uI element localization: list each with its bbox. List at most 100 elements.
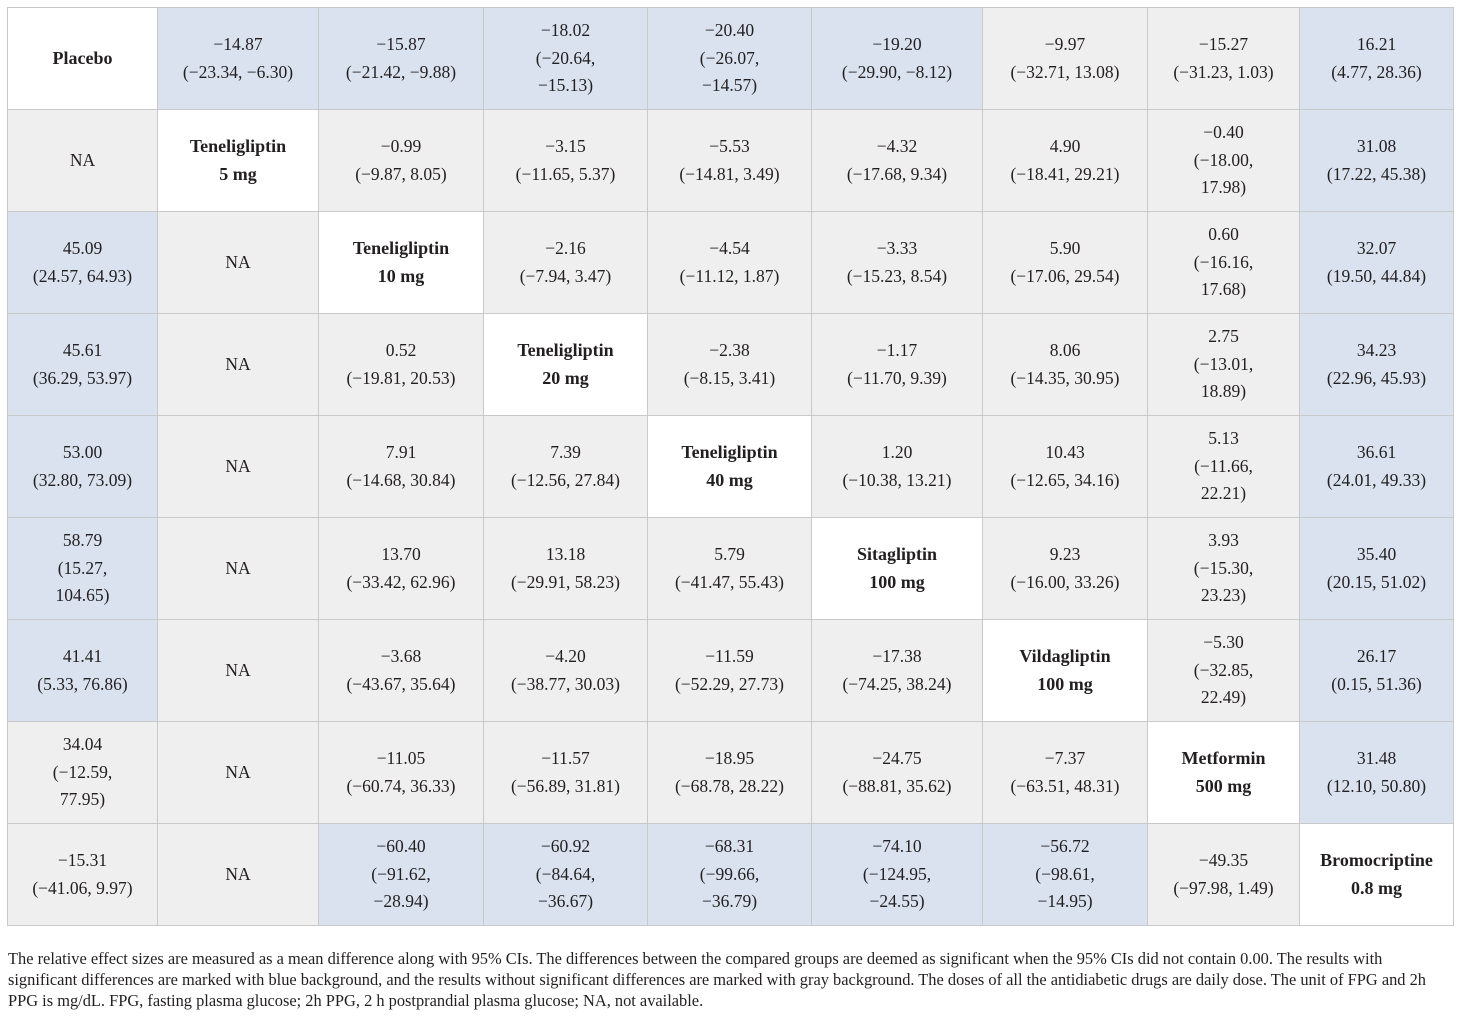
cell-line: −36.67)	[537, 891, 594, 912]
cell-line: (−29.91, 58.23)	[510, 571, 621, 592]
table-cell: −60.40 (−91.62, −28.94)	[318, 823, 484, 926]
table-cell: NA	[157, 619, 319, 722]
cell-line: 41.41	[62, 646, 103, 666]
cell-line: (−33.42, 62.96)	[346, 571, 456, 592]
table-footnote: The relative effect sizes are measured a…	[8, 949, 1426, 1010]
cell-line: (−98.61,	[1035, 863, 1095, 884]
cell-line: −74.10	[872, 836, 922, 857]
treatment-label-cell: Bromocriptine 0.8 mg	[1299, 823, 1454, 926]
cell-line: 0.52	[385, 340, 417, 360]
cell-line: (−20.64,	[535, 47, 596, 68]
cell-line: NA	[225, 863, 251, 884]
cell-line: (−60.74, 36.33)	[346, 775, 456, 796]
cell-line: 10 mg	[377, 265, 425, 286]
cell-line: 32.07	[1356, 238, 1397, 258]
cell-line: (22.96, 45.93)	[1326, 367, 1427, 388]
cell-line: (5.33, 76.86)	[37, 673, 128, 694]
cell-line: 23.23)	[1200, 585, 1247, 606]
cell-line: 34.23	[1356, 340, 1397, 360]
table-cell: 45.09 (24.57, 64.93)	[7, 211, 158, 314]
table-cell: −3.15 (−11.65, 5.37)	[483, 109, 648, 212]
cell-line: 31.08	[1356, 136, 1397, 156]
cell-line: (−12.59,	[52, 761, 113, 782]
cell-line: Placebo	[52, 47, 113, 68]
cell-line: (17.22, 45.38)	[1326, 163, 1427, 184]
cell-line: (−15.23, 8.54)	[846, 265, 948, 286]
table-cell: 5.13 (−11.66, 22.21)	[1147, 415, 1300, 518]
table-row: 53.00 (32.80, 73.09) NA 7.91 (−14.68, 30.84)…	[7, 415, 1454, 518]
cell-line: 34.04	[62, 734, 103, 755]
table-cell: −11.05 (−60.74, 36.33)	[318, 721, 484, 824]
treatment-label-cell: Vildagliptin 100 mg	[982, 619, 1148, 722]
treatment-label-cell: Teneligliptin 5 mg	[157, 109, 319, 212]
cell-line: 22.21)	[1200, 483, 1247, 504]
cell-line: (−19.81, 20.53)	[346, 367, 456, 388]
cell-line: NA	[225, 353, 251, 374]
cell-line: −17.38	[872, 646, 922, 666]
cell-line: 100 mg	[869, 571, 925, 592]
cell-line: 3.93	[1208, 530, 1239, 551]
table-cell: −5.30 (−32.85, 22.49)	[1147, 619, 1300, 722]
cell-line: 17.68)	[1200, 279, 1247, 300]
cell-line: −11.05	[376, 748, 426, 768]
cell-line: (−41.06, 9.97)	[32, 877, 133, 898]
table-cell: 31.08 (17.22, 45.38)	[1299, 109, 1454, 212]
table-cell: NA	[157, 721, 319, 824]
table-cell: 34.23 (22.96, 45.93)	[1299, 313, 1454, 416]
cell-line: (24.01, 49.33)	[1326, 469, 1427, 490]
cell-line: (−18.00,	[1193, 149, 1254, 170]
table-cell: −15.27 (−31.23, 1.03)	[1147, 7, 1300, 110]
table-cell: 8.06 (−14.35, 30.95)	[982, 313, 1148, 416]
cell-line: (−17.68, 9.34)	[846, 163, 948, 184]
table-row: NA Teneligliptin 5 mg −0.99 (−9.87, 8.05) −3.…	[7, 109, 1454, 212]
cell-line: 13.18	[545, 544, 586, 564]
cell-line: 5.13	[1208, 428, 1239, 449]
table-cell: 16.21 (4.77, 28.36)	[1299, 7, 1454, 110]
cell-line: (−12.65, 34.16)	[1010, 469, 1120, 490]
cell-line: −2.38	[709, 340, 750, 360]
cell-line: (−11.66,	[1194, 455, 1253, 476]
cell-line: (−97.98, 1.49)	[1173, 877, 1274, 898]
table-cell: −20.40 (−26.07, −14.57)	[647, 7, 812, 110]
table-cell: −4.32 (−17.68, 9.34)	[811, 109, 983, 212]
cell-line: 13.70	[381, 544, 421, 564]
cell-line: −14.87	[213, 34, 263, 54]
cell-line: 7.91	[385, 442, 417, 462]
cell-line: Sitagliptin	[856, 544, 938, 564]
table-cell: NA	[157, 211, 319, 314]
cell-line: −5.30	[1203, 632, 1244, 653]
cell-line: (−21.42, −9.88)	[345, 61, 457, 82]
cell-line: 77.95)	[59, 789, 106, 810]
table-cell: −2.16 (−7.94, 3.47)	[483, 211, 648, 314]
table-cell: 32.07 (19.50, 44.84)	[1299, 211, 1454, 314]
table-cell: 7.39 (−12.56, 27.84)	[483, 415, 648, 518]
cell-line: (−7.94, 3.47)	[519, 265, 612, 286]
cell-line: 1.20	[881, 442, 913, 462]
table-cell: 0.52 (−19.81, 20.53)	[318, 313, 484, 416]
cell-line: 4.90	[1049, 136, 1081, 156]
cell-line: −15.13)	[537, 75, 594, 96]
cell-line: −15.31	[57, 850, 108, 870]
cell-line: −3.33	[876, 238, 918, 258]
cell-line: 100 mg	[1037, 673, 1093, 694]
treatment-label-cell: Metformin 500 mg	[1147, 721, 1300, 824]
cell-line: −11.57	[541, 748, 590, 768]
cell-line: (12.10, 50.80)	[1326, 775, 1427, 796]
cell-line: −3.15	[545, 136, 586, 156]
cell-line: (−41.47, 55.43)	[674, 571, 785, 592]
cell-line: (−14.35, 30.95)	[1010, 367, 1120, 388]
cell-line: (−63.51, 48.31)	[1010, 775, 1120, 796]
cell-line: −28.94)	[373, 891, 429, 912]
table-row: 45.61 (36.29, 53.97) NA 0.52 (−19.81, 20.53)…	[7, 313, 1454, 416]
cell-line: (−15.30,	[1193, 557, 1254, 578]
cell-line: 2.75	[1208, 326, 1239, 347]
cell-line: 45.61	[62, 340, 103, 360]
cell-line: (36.29, 53.97)	[32, 367, 133, 388]
table-cell: −15.31 (−41.06, 9.97)	[7, 823, 158, 926]
table-cell: 1.20 (−10.38, 13.21)	[811, 415, 983, 518]
cell-line: −20.40	[704, 20, 755, 41]
table-row: 41.41 (5.33, 76.86) NA −3.68 (−43.67, 35.64)…	[7, 619, 1454, 722]
cell-line: (−11.12, 1.87)	[679, 265, 780, 286]
cell-line: (−16.16,	[1193, 251, 1254, 272]
cell-line: −9.97	[1044, 34, 1086, 54]
